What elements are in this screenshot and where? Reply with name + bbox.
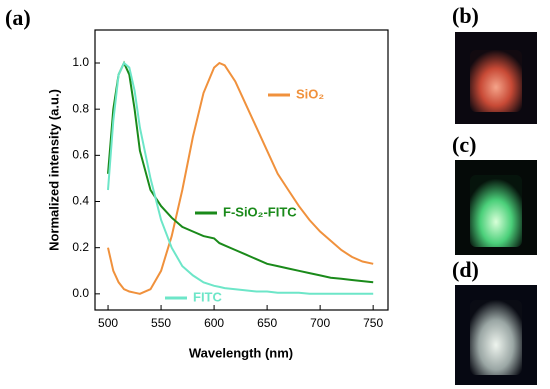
y-tick-label: 0.2 (72, 240, 89, 254)
y-tick-label: 1.0 (72, 55, 89, 69)
photo-label: (d) (452, 257, 479, 282)
y-tick-label: 0.0 (72, 286, 89, 300)
series-line (107, 61, 374, 295)
photo-b (455, 32, 537, 124)
x-tick-label: 500 (98, 316, 118, 330)
x-tick-label: 650 (257, 316, 277, 330)
plot-frame (94, 29, 389, 311)
series-line (107, 61, 374, 295)
x-axis-title: Wavelength (nm) (189, 345, 293, 360)
x-tick-label: 550 (151, 316, 171, 330)
photo-label: (b) (452, 3, 479, 28)
photo-c (455, 160, 537, 255)
x-tick-label: 750 (363, 316, 383, 330)
y-axis-title: Normalized intensity (a.u.) (46, 89, 61, 251)
legend-label: SiO₂ (296, 86, 324, 101)
panel-label: (a) (5, 5, 31, 30)
legend-label: F-SiO₂-FITC (223, 204, 297, 219)
y-tick-label: 0.4 (72, 194, 89, 208)
photo-label: (c) (452, 132, 476, 157)
y-tick-label: 0.6 (72, 148, 89, 162)
series-line (107, 60, 374, 284)
y-tick-label: 0.8 (72, 101, 89, 115)
legend-label: FITC (193, 289, 222, 304)
photo-d (455, 285, 537, 385)
x-tick-label: 700 (310, 316, 330, 330)
x-tick-label: 600 (204, 316, 224, 330)
